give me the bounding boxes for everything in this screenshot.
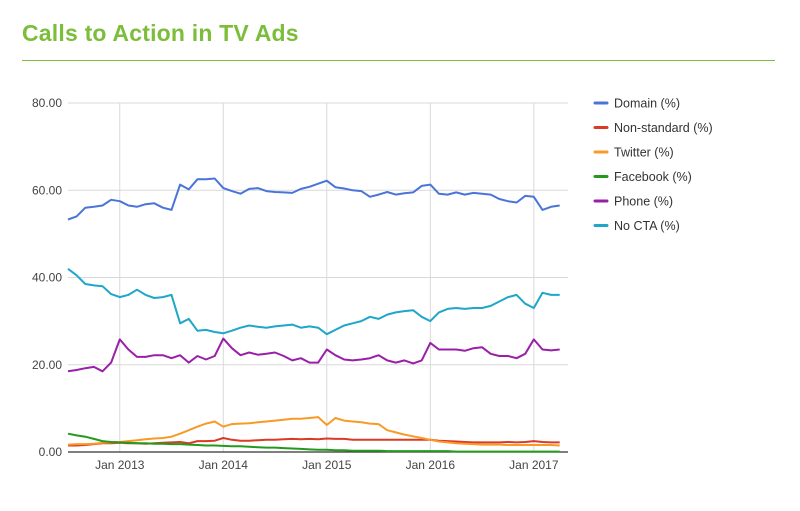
x-tick-label: Jan 2014 bbox=[199, 458, 249, 472]
y-tick-label: 0.00 bbox=[39, 445, 63, 459]
series-line-domain bbox=[67, 177, 560, 221]
legend-label: No CTA (%) bbox=[614, 219, 680, 233]
y-tick-label: 60.00 bbox=[32, 183, 62, 197]
x-tick-label: Jan 2017 bbox=[509, 458, 559, 472]
legend-label: Domain (%) bbox=[614, 97, 680, 111]
legend-label: Phone (%) bbox=[614, 195, 673, 209]
y-tick-label: 20.00 bbox=[32, 358, 62, 372]
series-line-no-cta bbox=[67, 268, 560, 336]
x-tick-label: Jan 2015 bbox=[302, 458, 352, 472]
legend-label: Facebook (%) bbox=[614, 170, 692, 184]
series-line-twitter bbox=[67, 416, 560, 447]
x-tick-label: Jan 2016 bbox=[406, 458, 456, 472]
legend-label: Twitter (%) bbox=[614, 146, 674, 160]
title-divider bbox=[22, 60, 775, 61]
chart-title: Calls to Action in TV Ads bbox=[22, 20, 299, 46]
series-line-phone bbox=[67, 337, 560, 373]
y-tick-label: 80.00 bbox=[32, 96, 62, 110]
legend-label: Non-standard (%) bbox=[614, 121, 713, 135]
x-tick-label: Jan 2013 bbox=[95, 458, 145, 472]
series-line-facebook bbox=[67, 432, 560, 453]
y-tick-label: 40.00 bbox=[32, 271, 62, 285]
